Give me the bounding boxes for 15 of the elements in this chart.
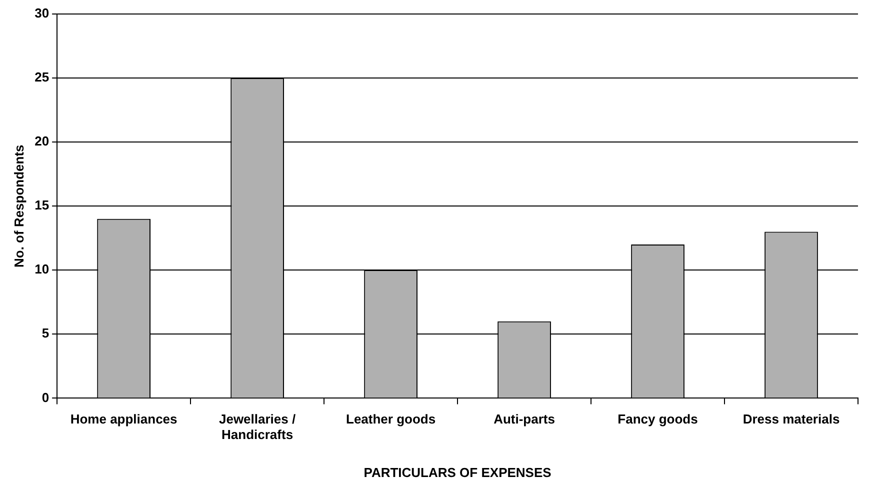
x-tick-label: Home appliances (70, 412, 178, 427)
y-tick-label: 10 (34, 262, 50, 277)
y-tick-label: 30 (34, 6, 50, 21)
x-tick-label: Leather goods (346, 412, 436, 427)
x-tick-label: Auti-parts (494, 412, 555, 427)
y-tick-label: 5 (42, 326, 50, 341)
x-tick-label: Dress materials (742, 412, 840, 427)
y-tick-label: 25 (34, 70, 50, 85)
y-axis-title: No. of Respondents (11, 144, 26, 268)
x-axis-title: PARTICULARS OF EXPENSES (364, 464, 552, 480)
x-tick-label: Jewellaries / Handicrafts (218, 412, 296, 442)
y-tick-label: 15 (34, 198, 50, 213)
y-tick-label: 0 (42, 390, 50, 405)
y-tick-label: 20 (34, 134, 50, 149)
x-tick-label: Fancy goods (618, 412, 698, 427)
